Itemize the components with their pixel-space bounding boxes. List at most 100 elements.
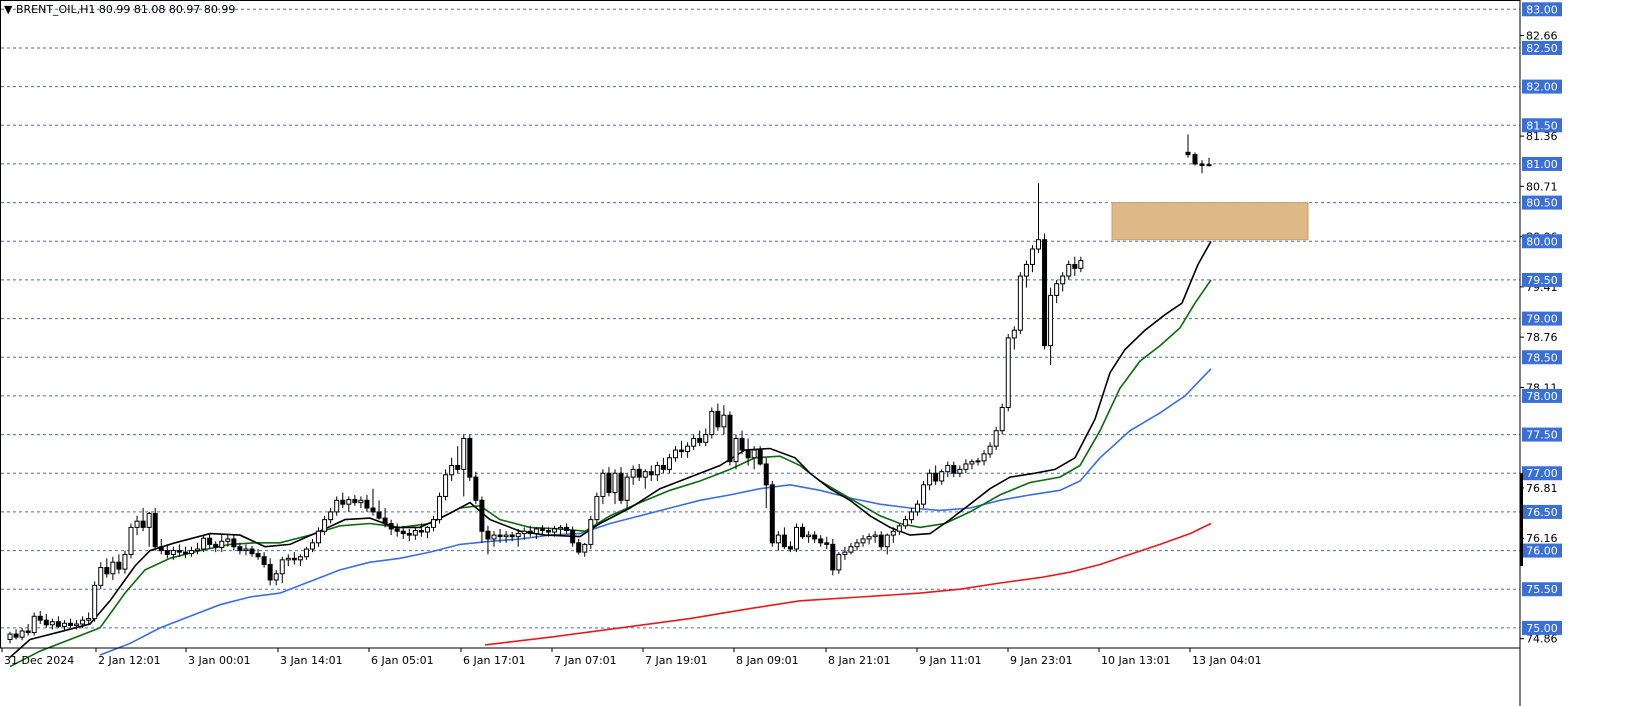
candle: [921, 480, 927, 509]
candle-body-up: [1036, 239, 1041, 250]
candle: [908, 508, 914, 524]
candle-body-up: [49, 621, 55, 626]
candle-body-up: [316, 530, 322, 544]
candle: [642, 469, 648, 489]
candle: [92, 581, 98, 622]
candle: [854, 538, 860, 551]
candle: [806, 531, 812, 543]
candle: [37, 610, 43, 625]
candle-body-up: [957, 468, 963, 474]
candle: [134, 515, 140, 536]
candle: [473, 471, 479, 505]
price-level-tag-label: 75.00: [1526, 622, 1558, 635]
candle-body-up: [1005, 337, 1011, 409]
candle-body-up: [285, 557, 291, 561]
candle-body-up: [303, 548, 309, 558]
candle-body-up: [993, 430, 999, 447]
candle: [322, 515, 328, 536]
candle: [164, 544, 170, 559]
candle: [878, 531, 884, 551]
candle-body-down: [527, 530, 533, 535]
time-tick-label: 2 Jan 12:01: [98, 654, 161, 667]
candle: [685, 442, 691, 458]
candle: [981, 450, 987, 466]
candle-body-up: [195, 548, 201, 552]
candle-body-up: [80, 619, 86, 625]
candle: [195, 542, 201, 555]
candle-body-down: [182, 551, 188, 555]
candle: [999, 403, 1005, 435]
candle: [449, 457, 455, 481]
candle: [364, 494, 370, 512]
moving-average-fast: [9, 240, 1212, 658]
candle-body-down: [376, 511, 382, 519]
candle-body-down: [545, 529, 551, 533]
candle: [122, 550, 128, 574]
candle-body-down: [237, 546, 243, 552]
candle-body-down: [727, 414, 733, 463]
candle-body-down: [176, 550, 182, 553]
candle: [987, 442, 993, 458]
candle: [455, 446, 461, 474]
candle: [842, 546, 848, 560]
candle-body-up: [92, 584, 98, 620]
candle-body-up: [19, 630, 25, 638]
candle-body-up: [74, 623, 80, 627]
candle-body-down: [116, 561, 122, 570]
candle-body-up: [346, 499, 352, 505]
candle-body-up: [86, 618, 92, 621]
collapse-arrow-icon[interactable]: ▼: [4, 3, 13, 16]
candle-body-down: [1192, 154, 1198, 165]
candle: [19, 627, 25, 641]
candle-body-up: [533, 528, 539, 535]
candle: [43, 613, 49, 628]
price-tick-label: 80.71: [1526, 180, 1558, 193]
candle: [757, 446, 763, 466]
candle: [902, 515, 908, 529]
candle: [1206, 157, 1212, 167]
candle-body-up: [189, 550, 194, 555]
moving-average-long: [484, 522, 1212, 646]
candle-body-down: [576, 542, 582, 553]
candle-body-up: [691, 437, 697, 447]
candle-body-up: [243, 548, 249, 552]
candle-body-up: [848, 546, 854, 553]
candle: [437, 492, 443, 524]
candle: [382, 508, 388, 528]
candle-body-down: [509, 534, 515, 538]
candle-body-up: [945, 465, 951, 473]
candle-body-up: [1048, 294, 1054, 347]
candle-body-down: [364, 499, 370, 509]
candle-body-up: [552, 528, 557, 533]
candle: [570, 526, 576, 547]
candle: [285, 554, 291, 567]
candle: [340, 492, 346, 509]
candle-body-up: [7, 633, 13, 640]
price-level-tag: [1522, 156, 1562, 171]
candle-body-down: [140, 520, 146, 528]
price-level-tag-label: 83.00: [1526, 3, 1558, 16]
candle: [836, 552, 842, 574]
candle: [1072, 256, 1078, 277]
chart-info-label: ▼ BRENT_OIL,H1 80.99 81.08 80.97 80.99: [4, 3, 235, 16]
time-tick-label: 13 Jan 04:01: [1192, 654, 1262, 667]
candle-body-up: [110, 561, 116, 575]
candle-body-down: [800, 526, 806, 538]
candle-body-up: [328, 511, 334, 521]
candle: [775, 531, 781, 551]
candle: [61, 620, 67, 631]
candle-body-down: [352, 499, 358, 504]
candle: [576, 538, 582, 555]
candle-body-down: [37, 615, 43, 621]
candle-body-up: [939, 471, 945, 482]
candle-body-up: [806, 534, 812, 538]
price-tick-label: 76.16: [1526, 532, 1558, 545]
price-level-tag: [1522, 195, 1562, 210]
candle-body-up: [630, 468, 636, 478]
candle-body-down: [1072, 263, 1078, 269]
candle-body-down: [763, 463, 769, 486]
candle-body-down: [13, 633, 19, 638]
candle: [733, 434, 739, 470]
candle: [74, 620, 80, 630]
